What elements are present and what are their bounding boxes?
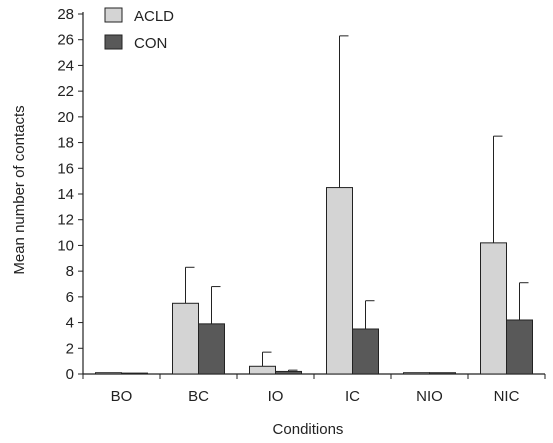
- x-tick-label: IO: [268, 388, 284, 405]
- y-tick-label: 16: [57, 160, 74, 177]
- y-tick-label: 4: [66, 315, 74, 332]
- bar-acld-io: [249, 365, 276, 375]
- y-tick-label: 8: [66, 263, 74, 280]
- y-tick-label: 18: [57, 135, 74, 152]
- bar-acld-ic: [326, 187, 353, 375]
- legend-label-acld: ACLD: [134, 8, 174, 25]
- x-tick-label: BC: [188, 388, 209, 405]
- legend-label-con: CON: [134, 35, 167, 52]
- y-tick-label: 14: [57, 186, 74, 203]
- y-tick-label: 6: [66, 289, 74, 306]
- y-tick-label: 2: [66, 340, 74, 357]
- bar-con-io: [275, 370, 302, 375]
- x-tick-label: NIO: [416, 388, 443, 405]
- bar-con-ic: [352, 328, 379, 375]
- bar-con-bc: [198, 323, 225, 375]
- bar-con-nic: [506, 319, 533, 375]
- y-axis-title: Mean number of contacts: [11, 105, 28, 274]
- bar-acld-nic: [480, 242, 507, 375]
- y-tick-label: 26: [57, 32, 74, 49]
- x-tick-label: NIC: [494, 388, 520, 405]
- y-tick-label: 22: [57, 83, 74, 100]
- bar-acld-bc: [172, 302, 199, 375]
- x-axis-title: Conditions: [273, 421, 344, 438]
- legend-swatch-acld: [104, 7, 123, 23]
- y-tick-label: 28: [57, 6, 74, 23]
- bar-con-nio: [429, 372, 456, 375]
- legend-swatch-con: [104, 34, 123, 50]
- x-tick-label: IC: [345, 388, 360, 405]
- bar-con-bo: [121, 372, 148, 375]
- y-tick-label: 10: [57, 237, 74, 254]
- bar-acld-bo: [95, 372, 122, 375]
- y-tick-label: 20: [57, 109, 74, 126]
- bar-acld-nio: [403, 372, 430, 375]
- x-tick-label: BO: [111, 388, 133, 405]
- y-tick-label: 12: [57, 212, 74, 229]
- y-tick-label: 0: [66, 366, 74, 383]
- y-tick-label: 24: [57, 57, 74, 74]
